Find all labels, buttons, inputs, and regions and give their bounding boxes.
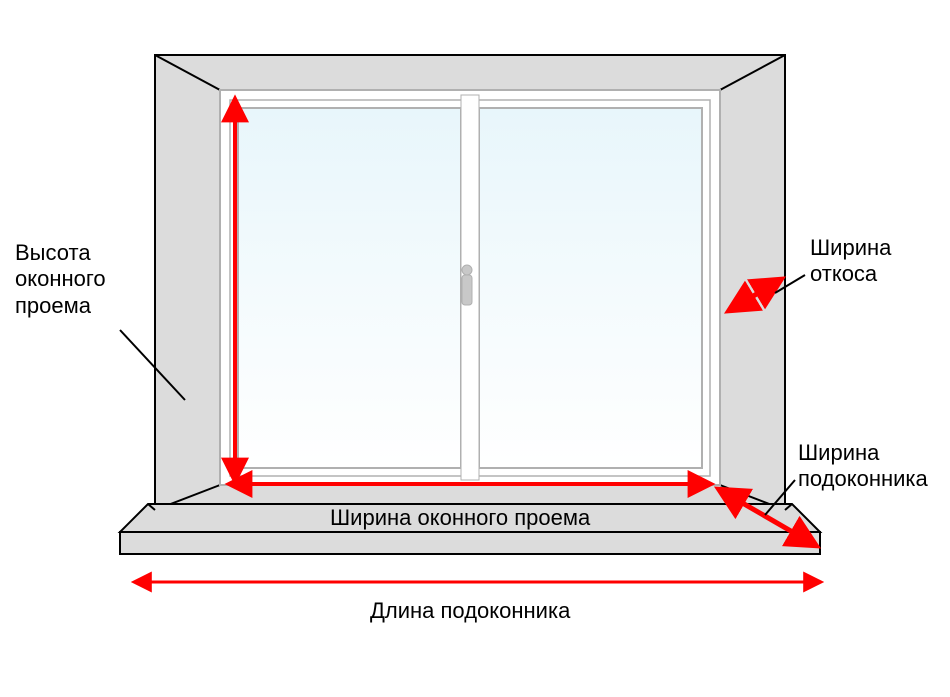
label-width: Ширина оконного проема bbox=[330, 505, 590, 531]
label-height: Высотаоконногопроема bbox=[15, 240, 106, 319]
window-diagram bbox=[0, 0, 950, 697]
label-sill-length: Длина подоконника bbox=[370, 598, 570, 624]
label-otkos: Ширинаоткоса bbox=[810, 235, 891, 288]
label-sill-width: Ширинаподоконника bbox=[798, 440, 928, 493]
